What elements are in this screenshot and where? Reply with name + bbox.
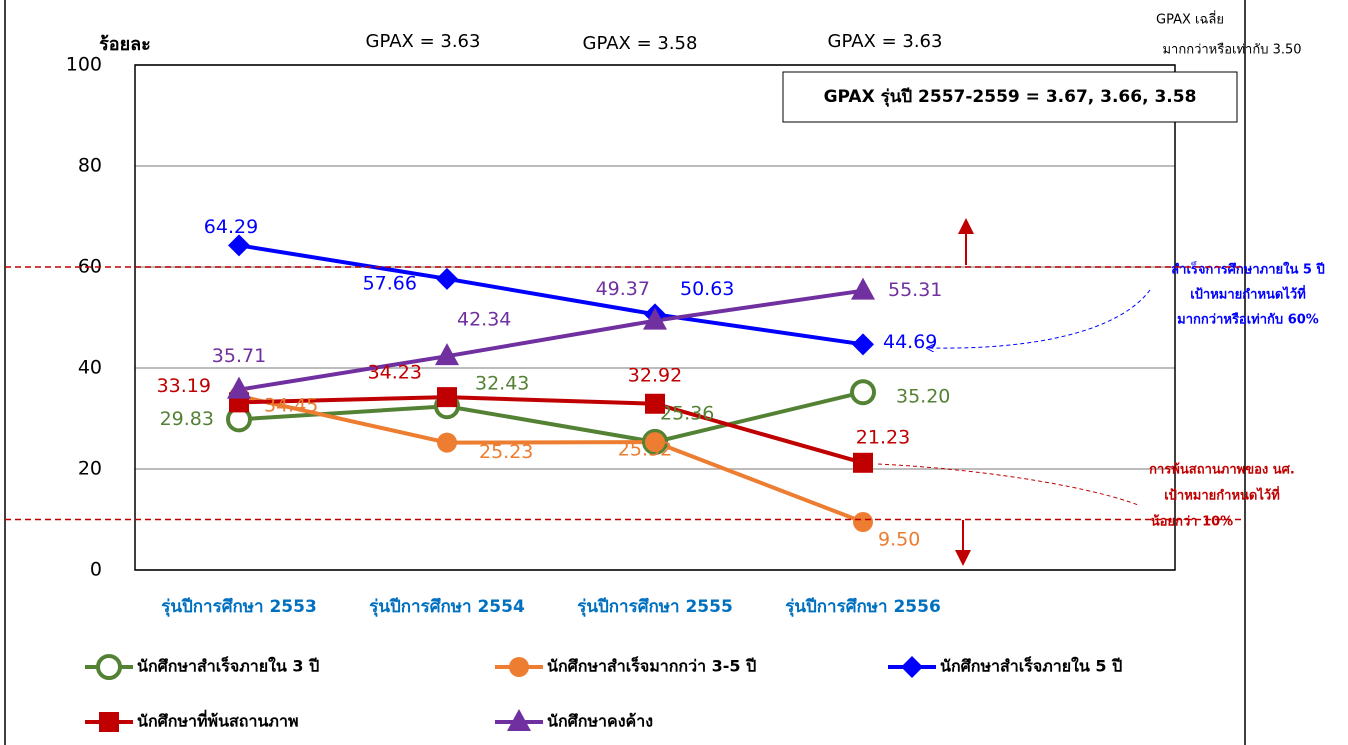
legend-label: นักศึกษาสำเร็จภายใน 3 ปี <box>137 655 319 676</box>
marker <box>437 432 457 453</box>
note-line <box>877 463 1139 506</box>
data-label: 35.20 <box>896 386 950 408</box>
marker <box>852 333 874 356</box>
y-tick-label: 40 <box>78 357 102 379</box>
gpax-note: มากกว่าหรือเท่ากับ 3.50 <box>1162 42 1301 58</box>
marker <box>850 379 876 406</box>
data-label: 44.69 <box>883 331 937 353</box>
x-tick-label: รุ่นปีการศึกษา 2554 <box>369 596 525 617</box>
data-label: 55.31 <box>888 279 942 301</box>
target-note: เป้าหมายกำหนดไว้ที่ <box>1190 285 1306 303</box>
x-tick-label: รุ่นปีการศึกษา 2555 <box>577 596 733 617</box>
y-tick-label: 80 <box>78 155 102 177</box>
data-label: 57.66 <box>363 272 417 294</box>
legend-label: นักศึกษาสำเร็จภายใน 5 ปี <box>940 655 1122 676</box>
y-tick-label: 0 <box>90 559 102 581</box>
marker <box>643 307 667 330</box>
legend-marker <box>901 656 923 678</box>
marker <box>227 376 251 399</box>
marker <box>851 277 875 300</box>
marker <box>853 512 873 533</box>
marker <box>437 387 457 408</box>
legend: นักศึกษาสำเร็จภายใน 3 ปี นักศึกษาสำเร็จมา… <box>85 654 1122 732</box>
target-note: สำเร็จการศึกษาภายใน 5 ปี <box>1171 260 1325 278</box>
data-label: 9.50 <box>878 529 920 551</box>
data-label: 34.23 <box>368 362 422 384</box>
target-note: การพ้นสถานภาพของ นศ. <box>1149 462 1295 478</box>
y-tick-label: 100 <box>66 54 102 76</box>
marker <box>436 267 458 290</box>
gpax-label: GPAX = 3.63 <box>828 31 943 52</box>
legend-marker <box>99 712 119 732</box>
marker <box>645 432 665 453</box>
data-label: 42.34 <box>457 309 511 331</box>
data-label: 32.43 <box>475 373 529 395</box>
data-label: 25.36 <box>660 402 714 424</box>
series-line <box>238 394 864 524</box>
x-tick-label: รุ่นปีการศึกษา 2556 <box>785 596 941 617</box>
data-label: 32.92 <box>628 364 682 386</box>
legend-label: นักศึกษาคงค้าง <box>547 712 653 731</box>
gpax-label: GPAX = 3.58 <box>583 33 698 54</box>
note-arrow <box>928 289 1151 348</box>
data-label: 50.63 <box>680 278 734 300</box>
y-tick-label: 20 <box>78 458 102 480</box>
series-line <box>238 243 864 347</box>
target-note: น้อยกว่า 10% <box>1151 514 1233 530</box>
marker <box>853 452 873 473</box>
legend-marker <box>96 654 122 680</box>
gpax-note: GPAX เฉลี่ย <box>1156 11 1224 28</box>
data-label: 49.37 <box>596 278 650 300</box>
marker <box>228 234 250 257</box>
series-line <box>238 288 864 392</box>
marker <box>435 343 459 366</box>
data-label: 21.23 <box>856 426 910 448</box>
y-axis-label: ร้อยละ <box>99 34 151 55</box>
x-tick-label: รุ่นปีการศึกษา 2553 <box>161 596 317 617</box>
data-label: 25.23 <box>479 441 533 463</box>
legend-label: นักศึกษาที่พ้นสถานภาพ <box>137 710 298 731</box>
data-label: 25.32 <box>618 439 672 461</box>
data-label: 35.71 <box>212 345 266 367</box>
target-note: มากกว่าหรือเท่ากับ 60% <box>1177 312 1319 328</box>
gpax-box <box>782 71 1238 123</box>
series-line <box>238 390 864 444</box>
legend-marker <box>507 709 531 731</box>
marker <box>645 393 665 414</box>
legend-marker <box>509 657 529 677</box>
target-note: เป้าหมายกำหนดไว้ที่ <box>1164 486 1280 504</box>
gpax-label: GPAX = 3.63 <box>366 31 481 52</box>
series-line <box>238 395 864 465</box>
gpax-box-text: GPAX รุ่นปี 2557-2559 = 3.67, 3.66, 3.58 <box>824 86 1197 107</box>
data-label: 34.45 <box>264 395 318 417</box>
plot-border <box>134 64 1176 571</box>
data-label: 33.19 <box>157 375 211 397</box>
data-label: 29.83 <box>160 408 214 430</box>
data-label: 64.29 <box>204 216 258 238</box>
legend-label: นักศึกษาสำเร็จมากกว่า 3-5 ปี <box>547 655 756 676</box>
